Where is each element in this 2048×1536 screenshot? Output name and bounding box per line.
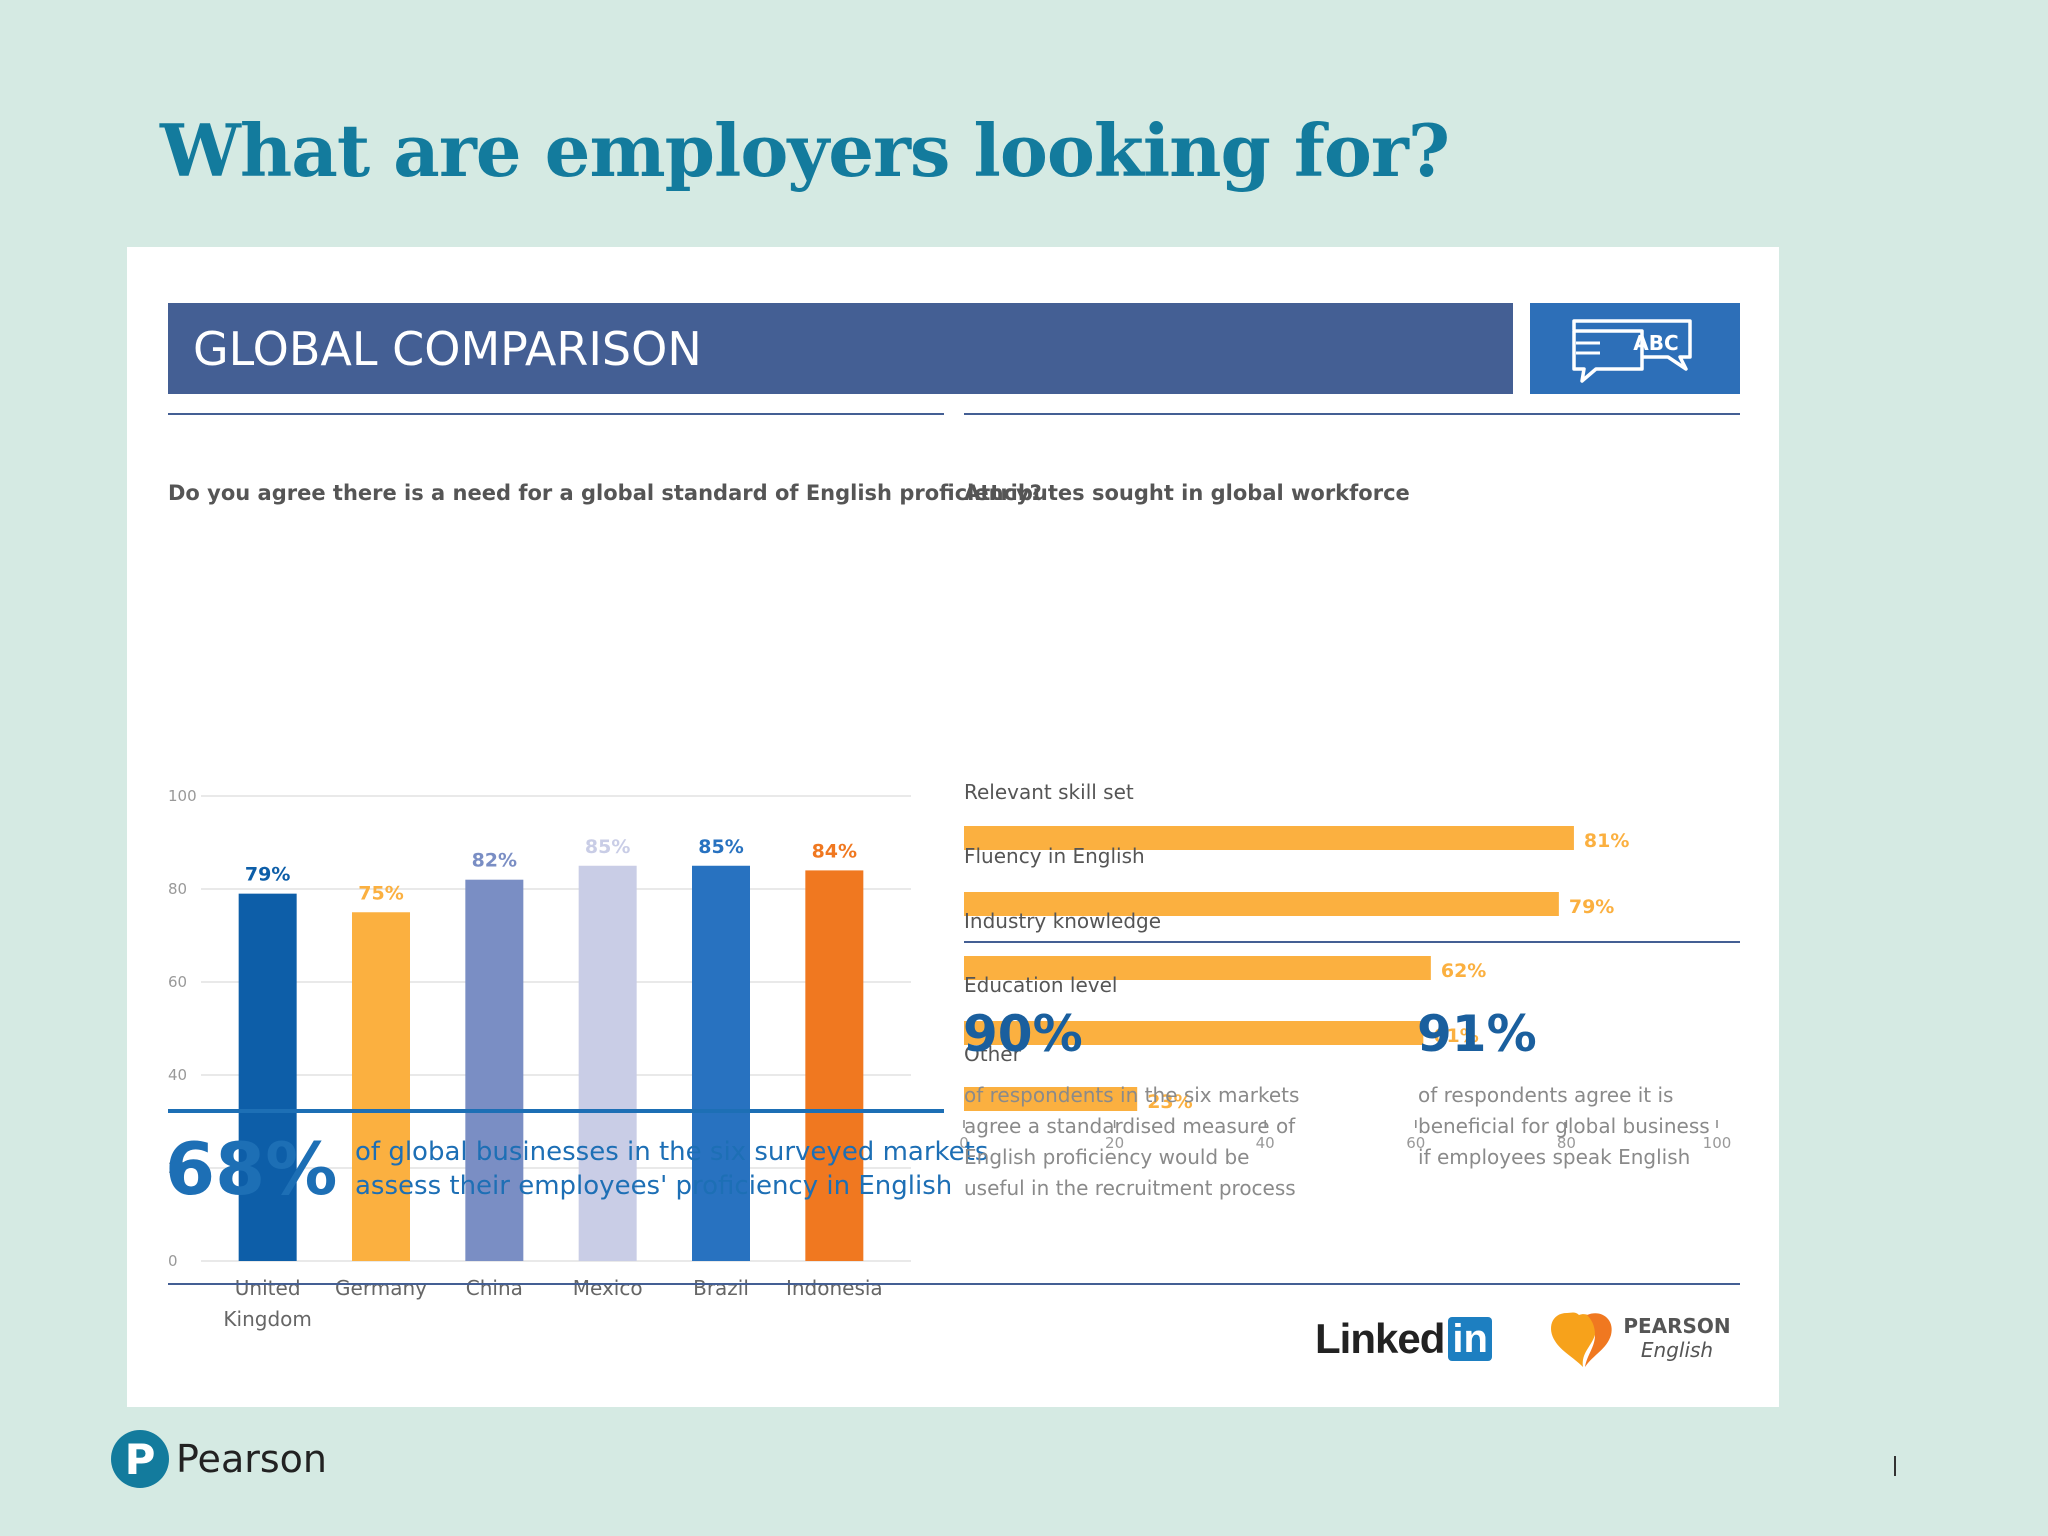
data-label: 75% [358, 882, 403, 904]
category-label: Fluency in English [964, 844, 1145, 868]
data-label: 84% [812, 840, 857, 862]
x-tick-label: 20 [1105, 1134, 1124, 1152]
x-tick-label: 100 [1703, 1134, 1732, 1152]
data-label: 85% [585, 836, 630, 858]
linkedin-wordmark: Linked [1315, 1315, 1445, 1362]
stat-68-line-2: assess their employees' proficiency in E… [355, 1171, 953, 1201]
abc-badge: ABC [1530, 303, 1740, 394]
divider-right-top [964, 413, 1740, 415]
data-label: 81% [1584, 830, 1629, 852]
country-bar-chart: 0 20 40 60 80 100 79% United Kingdom 75% Germany 82… [168, 787, 911, 1331]
stat-91-line-3: if employees speak English [1418, 1145, 1691, 1169]
x-tick-label: China [466, 1276, 523, 1300]
data-label: 82% [472, 850, 517, 872]
x-tick-label: 0 [959, 1134, 969, 1152]
banner-title: GLOBAL COMPARISON [193, 322, 702, 376]
bar [964, 826, 1574, 850]
bar [465, 879, 524, 1261]
bar [964, 1021, 1424, 1045]
stat-68-description: of global businesses in the six surveyed… [355, 1135, 988, 1203]
data-label: 61% [1433, 1025, 1478, 1047]
stat-91-description: of respondents agree it is beneficial fo… [1418, 1080, 1710, 1173]
data-label: 85% [698, 836, 743, 858]
category-label: Education level [964, 973, 1118, 997]
divider-bottom [168, 1283, 1740, 1285]
x-tick-label: Mexico [573, 1276, 643, 1300]
data-label: 79% [245, 864, 290, 886]
pearson-english-top: PEARSON [1623, 1314, 1730, 1338]
y-tick-label: 40 [168, 1066, 187, 1084]
badge-text: ABC [1633, 331, 1678, 355]
category-label: Relevant skill set [964, 780, 1134, 804]
pearson-logo-icon: P Pearson [111, 1430, 327, 1488]
stat-68-line-1: of global businesses in the six surveyed… [355, 1137, 989, 1167]
x-tick-label: Kingdom [223, 1307, 311, 1331]
linkedin-logo: Linked in [1315, 1315, 1492, 1363]
x-tick-label: United [235, 1276, 301, 1300]
bar [964, 956, 1431, 980]
page-marker [1894, 1456, 1896, 1476]
data-label: 79% [1569, 896, 1614, 918]
bar [578, 865, 637, 1261]
y-tick-label: 60 [168, 973, 187, 991]
stat-91-line-2: beneficial for global business [1418, 1114, 1710, 1138]
speech-bubbles-icon: ABC [1572, 319, 1692, 383]
category-label: Industry knowledge [964, 909, 1161, 933]
data-label: 62% [1441, 960, 1486, 982]
pearson-english-heart-icon: PEARSON English [1551, 1312, 1731, 1367]
infographic-panel: GLOBAL COMPARISON ABC Do you agree there… [127, 247, 1779, 1407]
linkedin-in-box: in [1448, 1317, 1492, 1361]
stat-90-line-1: of respondents in the six markets [964, 1083, 1300, 1107]
bar [805, 870, 864, 1261]
stat-91-line-1: of respondents agree it is [1418, 1083, 1674, 1107]
stat-90-description: of respondents in the six markets agree … [964, 1080, 1299, 1204]
horizontal-chart-title: Attributes sought in global workforce [964, 481, 1410, 505]
stat-90-line-3: English proficiency would be [964, 1145, 1250, 1169]
pearson-english-bottom: English [1641, 1338, 1713, 1362]
x-tick-label: Germany [335, 1276, 427, 1300]
pearson-footer-logo: P Pearson [110, 1424, 350, 1498]
y-tick-label: 0 [168, 1252, 178, 1270]
bar [964, 892, 1559, 916]
bar [692, 865, 750, 1261]
stat-90-line-2: agree a standardised measure of [964, 1114, 1296, 1138]
slide-title: What are employers looking for? [160, 108, 1450, 193]
stat-68-value: 68% [165, 1127, 338, 1211]
pearson-brand-text: Pearson [176, 1437, 327, 1481]
pearson-logo-letter: P [125, 1435, 156, 1484]
x-tick-label: Brazil [693, 1276, 749, 1300]
bar [964, 1087, 1138, 1111]
category-label: Other [964, 1042, 1022, 1066]
x-tick-label: Indonesia [786, 1276, 883, 1300]
bar [352, 912, 410, 1261]
vertical-chart-title: Do you agree there is a need for a globa… [168, 481, 1042, 505]
divider-left-mid [168, 1109, 944, 1113]
x-tick-label: 40 [1256, 1134, 1275, 1152]
pearson-english-logo: PEARSON English [1545, 1307, 1745, 1371]
stat-91-value: 91% [1417, 1005, 1537, 1063]
x-tick-label: 80 [1557, 1134, 1576, 1152]
divider-right-mid [964, 941, 1740, 943]
stat-90-value: 90% [963, 1005, 1083, 1063]
global-comparison-banner: GLOBAL COMPARISON [168, 303, 1513, 394]
data-label: 23% [1147, 1091, 1192, 1113]
divider-left-top [168, 413, 944, 415]
y-tick-label: 100 [168, 787, 197, 805]
attributes-bar-chart: Relevant skill set 81% Fluency in English 7… [959, 780, 1732, 1152]
y-tick-label: 80 [168, 880, 187, 898]
x-tick-label: 60 [1406, 1134, 1425, 1152]
y-tick-label: 20 [168, 1159, 187, 1177]
bar [238, 893, 297, 1261]
stat-90-line-4: useful in the recruitment process [964, 1176, 1296, 1200]
